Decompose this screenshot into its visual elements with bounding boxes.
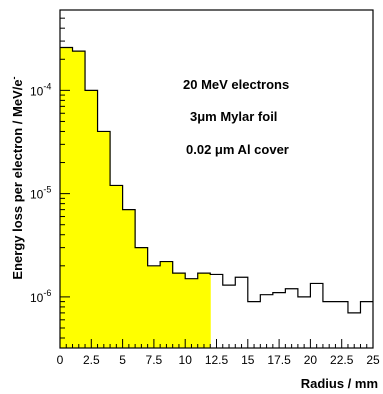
highlight-bin	[122, 209, 136, 348]
highlight-bin	[72, 51, 86, 349]
x-tick-label: 17.5	[267, 353, 291, 367]
highlighted-region	[60, 47, 211, 349]
histogram-bin	[298, 297, 311, 348]
annotation-beam: 20 MeV electrons	[183, 77, 289, 92]
highlight-bin	[110, 185, 124, 348]
y-tick-label-exponent: -4	[43, 81, 51, 91]
highlight-bin	[197, 273, 211, 348]
x-tick-label: 2.5	[83, 353, 100, 367]
y-tick-label: 10-6	[30, 288, 51, 305]
y-tick-label-exponent: -5	[43, 185, 51, 195]
x-tick-label: 25	[366, 353, 380, 367]
histogram-bin	[323, 302, 336, 348]
annotation-foil: 3μm Mylar foil	[190, 109, 277, 124]
highlight-bin	[172, 273, 186, 348]
y-tick-label-base: 10	[30, 188, 44, 202]
y-tick-label: 10-5	[30, 185, 51, 202]
x-tick-label: 7.5	[146, 353, 163, 367]
histogram-bin	[360, 302, 373, 348]
highlight-bin	[60, 47, 74, 348]
histogram-bin	[260, 295, 273, 348]
x-tick-label: 15	[241, 353, 255, 367]
highlight-bin	[160, 261, 174, 348]
highlight-bin	[85, 90, 99, 348]
highlight-bin	[135, 247, 149, 348]
annotation-cover: 0.02 μm Al cover	[186, 142, 289, 157]
y-axis-title-text: Energy loss per electron / MeV/e	[10, 79, 25, 279]
histogram-bin	[310, 283, 323, 348]
highlight-bin	[97, 131, 111, 348]
x-tick-label: 22.5	[330, 353, 354, 367]
x-axis-ticks: 0 2.5 5 7.5 10 12.5 15 17.5 20 22.5 25	[57, 339, 380, 367]
x-tick-label: 0	[57, 353, 64, 367]
histogram-outline	[60, 46, 373, 314]
y-tick-label-base: 10	[30, 84, 44, 98]
x-axis-title: Radius / mm	[301, 376, 378, 391]
x-tick-label: 5	[119, 353, 126, 367]
highlight-bin	[147, 265, 161, 348]
highlight-bin	[185, 278, 199, 348]
y-tick-label-base: 10	[30, 291, 44, 305]
x-tick-label: 12.5	[205, 353, 229, 367]
histogram-bin	[348, 313, 361, 348]
histogram-bin	[248, 302, 261, 348]
y-axis-ticks: 10-610-510-4	[30, 17, 70, 339]
x-tick-label: 20	[304, 353, 318, 367]
y-tick-label: 10-4	[30, 81, 51, 98]
y-tick-label-exponent: -6	[43, 288, 51, 298]
histogram-bin	[210, 274, 223, 348]
x-tick-label: 10	[179, 353, 193, 367]
y-axis-title-sup: -	[9, 76, 19, 79]
y-axis-title: Energy loss per electron / MeV/e-	[9, 76, 25, 279]
histogram-bin	[285, 289, 298, 348]
histogram-bin	[223, 285, 236, 348]
histogram-bin	[235, 277, 248, 348]
